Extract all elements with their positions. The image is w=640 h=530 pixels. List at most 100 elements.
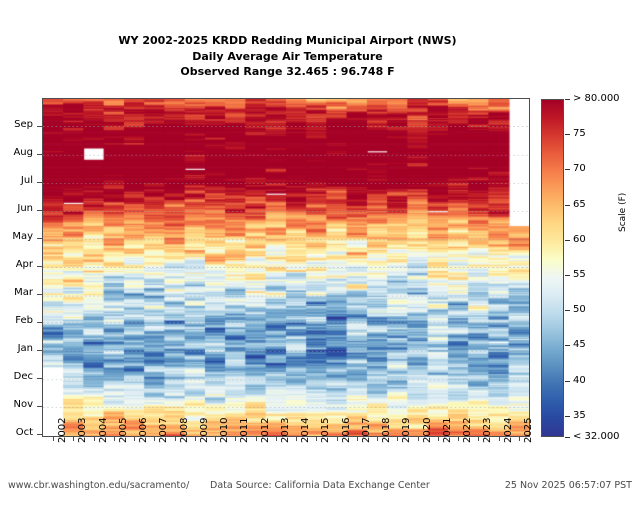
x-tick-mark	[215, 436, 216, 441]
y-tick-mark	[37, 182, 42, 183]
x-tick-label-2008: 2008	[179, 417, 190, 443]
x-tick-label-2002: 2002	[57, 417, 68, 443]
x-tick-mark	[94, 436, 95, 441]
y-tick-label-feb: Feb	[15, 315, 33, 326]
colorbar-tick-mark	[565, 134, 570, 135]
title-line-3: Observed Range 32.465 : 96.748 F	[180, 65, 395, 78]
x-tick-mark	[175, 436, 176, 441]
y-tick-label-dec: Dec	[13, 371, 33, 382]
x-tick-label-2023: 2023	[482, 417, 493, 443]
x-tick-mark	[357, 436, 358, 441]
x-tick-mark	[73, 436, 74, 441]
y-tick-label-may: May	[12, 231, 33, 242]
colorbar-tick-mark	[565, 437, 570, 438]
y-tick-label-apr: Apr	[15, 259, 33, 270]
x-tick-label-2017: 2017	[361, 417, 372, 443]
y-tick-mark	[37, 266, 42, 267]
y-tick-label-sep: Sep	[14, 119, 33, 130]
x-tick-label-2018: 2018	[381, 417, 392, 443]
x-tick-label-2019: 2019	[401, 417, 412, 443]
x-tick-label-2011: 2011	[239, 417, 250, 443]
heatmap-plot-area	[42, 98, 530, 437]
x-tick-label-2005: 2005	[118, 417, 129, 443]
colorbar-title: Scale (F)	[618, 192, 628, 232]
x-tick-label-2006: 2006	[138, 417, 149, 443]
x-tick-mark	[296, 436, 297, 441]
x-tick-mark	[154, 436, 155, 441]
y-tick-label-jul: Jul	[20, 175, 33, 186]
x-tick-label-2022: 2022	[462, 417, 473, 443]
y-tick-mark	[37, 294, 42, 295]
footer-data-source: Data Source: California Data Exchange Ce…	[210, 480, 430, 491]
y-tick-mark	[37, 378, 42, 379]
x-tick-label-2020: 2020	[422, 417, 433, 443]
chart-title: WY 2002-2025 KRDD Redding Municipal Airp…	[0, 33, 575, 80]
colorbar-tick-label-40: 40	[573, 375, 586, 386]
colorbar-tick-mark	[565, 205, 570, 206]
footer-timestamp: 25 Nov 2025 06:57:07 PST	[504, 480, 632, 491]
colorbar-tick-mark	[565, 345, 570, 346]
x-tick-label-2003: 2003	[77, 417, 88, 443]
x-tick-mark	[397, 436, 398, 441]
title-line-2: Daily Average Air Temperature	[192, 49, 383, 63]
footer-url[interactable]: www.cbr.washington.edu/sacramento/	[8, 480, 190, 491]
y-tick-label-jun: Jun	[17, 203, 33, 214]
colorbar-tick-label-75: 75	[573, 128, 586, 139]
colorbar-tick-label-65: 65	[573, 199, 586, 210]
colorbar-gradient	[542, 100, 563, 436]
colorbar	[541, 99, 564, 437]
x-tick-label-2004: 2004	[98, 417, 109, 443]
x-tick-mark	[418, 436, 419, 441]
x-tick-mark	[114, 436, 115, 441]
colorbar-tick-label-50: 50	[573, 304, 586, 315]
y-tick-label-mar: Mar	[14, 287, 33, 298]
colorbar-tick-label-45: 45	[573, 339, 586, 350]
colorbar-tick-label-55: 55	[573, 269, 586, 280]
colorbar-min-label: < 32.000	[573, 431, 620, 442]
y-tick-mark	[37, 434, 42, 435]
footer: www.cbr.washington.edu/sacramento/ Data …	[0, 480, 640, 500]
x-tick-mark	[256, 436, 257, 441]
x-tick-mark	[337, 436, 338, 441]
x-tick-mark	[499, 436, 500, 441]
x-tick-label-2013: 2013	[280, 417, 291, 443]
y-tick-mark	[37, 350, 42, 351]
x-tick-label-2024: 2024	[503, 417, 514, 443]
x-tick-label-2014: 2014	[300, 417, 311, 443]
y-tick-label-oct: Oct	[15, 427, 33, 438]
x-tick-label-2021: 2021	[442, 417, 453, 443]
colorbar-tick-mark	[565, 240, 570, 241]
y-tick-mark	[37, 154, 42, 155]
y-tick-label-nov: Nov	[13, 399, 33, 410]
colorbar-tick-mark	[565, 381, 570, 382]
colorbar-tick-mark	[565, 275, 570, 276]
y-tick-mark	[37, 210, 42, 211]
colorbar-tick-label-35: 35	[573, 410, 586, 421]
title-line-1: WY 2002-2025 KRDD Redding Municipal Airp…	[118, 34, 457, 47]
y-tick-mark	[37, 126, 42, 127]
x-tick-mark	[235, 436, 236, 441]
x-tick-mark	[519, 436, 520, 441]
colorbar-tick-mark	[565, 416, 570, 417]
y-tick-label-aug: Aug	[13, 147, 33, 158]
x-tick-label-2012: 2012	[260, 417, 271, 443]
x-tick-label-2015: 2015	[320, 417, 331, 443]
heatmap-canvas	[43, 99, 529, 436]
colorbar-tick-label-70: 70	[573, 163, 586, 174]
y-tick-label-jan: Jan	[17, 343, 33, 354]
x-tick-mark	[53, 436, 54, 441]
y-tick-mark	[37, 238, 42, 239]
x-tick-mark	[478, 436, 479, 441]
x-tick-mark	[276, 436, 277, 441]
y-tick-mark	[37, 322, 42, 323]
x-tick-mark	[458, 436, 459, 441]
x-tick-label-2009: 2009	[199, 417, 210, 443]
x-tick-mark	[134, 436, 135, 441]
x-tick-mark	[377, 436, 378, 441]
x-tick-label-2025: 2025	[523, 417, 534, 443]
colorbar-tick-mark	[565, 99, 570, 100]
x-tick-mark	[195, 436, 196, 441]
colorbar-tick-mark	[565, 310, 570, 311]
x-tick-label-2007: 2007	[158, 417, 169, 443]
colorbar-max-label: > 80.000	[573, 93, 620, 104]
